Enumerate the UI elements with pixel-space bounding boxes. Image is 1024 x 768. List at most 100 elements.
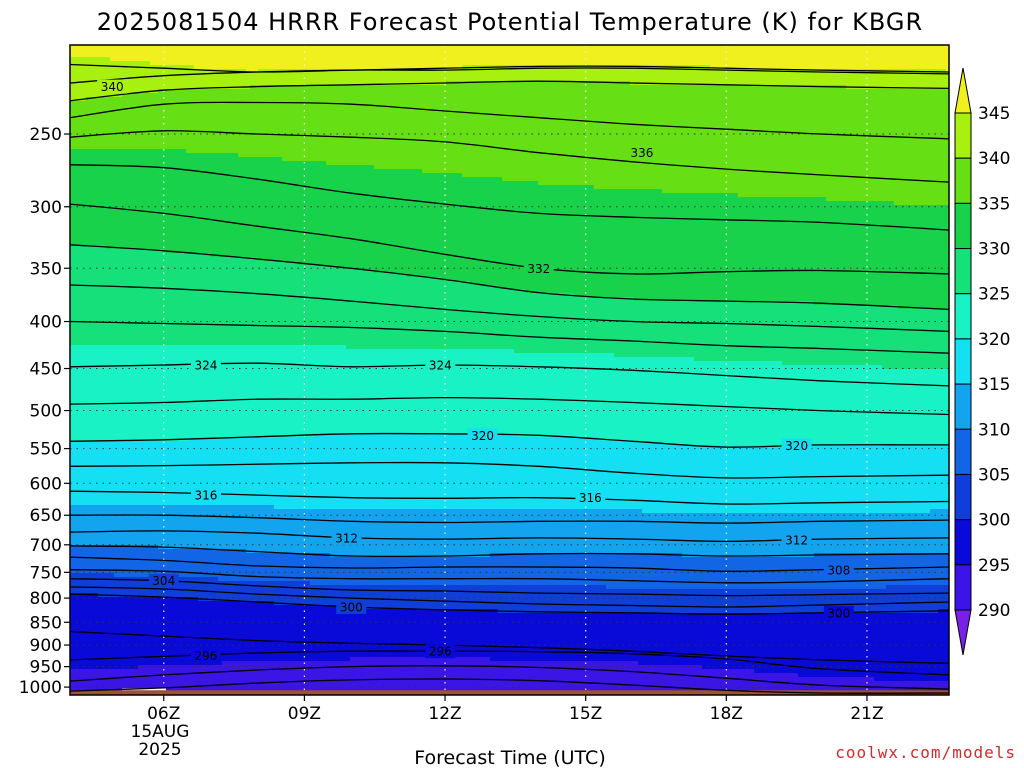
fill-cell	[610, 297, 615, 354]
fill-cell	[402, 69, 407, 86]
fill-cell	[450, 173, 455, 282]
fill-cell	[366, 85, 371, 166]
fill-cell	[342, 269, 347, 346]
fill-cell	[454, 45, 459, 70]
fill-cell	[794, 45, 799, 70]
fill-cell	[246, 437, 251, 506]
fill-cell	[618, 81, 623, 190]
fill-cell	[866, 45, 871, 70]
fill-cell	[306, 509, 311, 554]
fill-cell	[782, 613, 787, 674]
fill-cell	[894, 45, 899, 70]
fill-cell	[634, 45, 639, 66]
fill-cell	[150, 45, 155, 66]
fill-cell	[94, 669, 99, 695]
contour-label-bg	[190, 357, 221, 372]
y-tick-label: 400	[30, 313, 62, 333]
fill-cell	[602, 65, 607, 82]
isentrope-310	[70, 545, 949, 558]
fill-cell	[162, 549, 167, 578]
fill-cell	[338, 165, 343, 270]
fill-cell	[142, 149, 147, 250]
fill-cell	[598, 81, 603, 190]
fill-cell	[850, 69, 855, 90]
fill-cell	[666, 445, 671, 514]
fill-cell	[718, 69, 723, 86]
fill-cell	[666, 589, 671, 614]
fill-cell	[418, 45, 423, 70]
fill-cell	[682, 85, 687, 194]
fill-cell	[226, 549, 231, 582]
fill-cell	[854, 513, 859, 554]
colorbar-segment	[954, 293, 972, 340]
fill-cell	[598, 509, 603, 554]
fill-cell	[226, 153, 231, 258]
fill-cell	[314, 553, 319, 586]
fill-cell	[738, 669, 743, 695]
fill-cell	[738, 513, 743, 558]
fill-cell	[82, 45, 87, 58]
fill-cell	[254, 661, 259, 695]
fill-cell	[602, 553, 607, 586]
fill-cell	[886, 445, 891, 514]
fill-cell	[582, 65, 587, 82]
fill-cell	[346, 165, 351, 270]
fill-cell	[98, 45, 103, 58]
fill-cell	[438, 173, 443, 278]
fill-cell	[610, 353, 615, 442]
chart-title: 2025081504 HRRR Forecast Potential Tempe…	[97, 8, 923, 36]
fill-cell	[622, 81, 627, 190]
fill-cell	[482, 585, 487, 610]
fill-cell	[86, 57, 91, 98]
fill-cell	[810, 445, 815, 514]
fill-cell	[150, 65, 155, 94]
fill-cell	[818, 513, 823, 554]
fill-cell	[194, 89, 199, 154]
fill-cell	[434, 349, 439, 434]
fill-cell	[242, 157, 247, 258]
fill-cell	[358, 269, 363, 350]
fill-cell	[806, 677, 811, 695]
fill-cell	[566, 45, 571, 66]
fill-cell	[418, 509, 423, 558]
fill-cell	[194, 45, 199, 70]
fill-cell	[674, 445, 679, 514]
isentrope-338	[70, 101, 949, 140]
fill-cell	[778, 69, 783, 86]
fill-cell	[498, 45, 503, 66]
fill-cell	[702, 557, 707, 590]
fill-cell	[330, 433, 335, 510]
fill-cell	[798, 45, 803, 70]
fill-cell	[522, 437, 527, 510]
fill-cell	[102, 57, 107, 98]
fill-cell	[194, 549, 199, 578]
fill-cell	[582, 437, 587, 510]
fill-cell	[770, 361, 775, 446]
fill-cell	[654, 65, 659, 86]
fill-cell	[354, 45, 359, 70]
fill-cell	[938, 205, 943, 310]
fill-cell	[558, 353, 563, 438]
fill-cell	[282, 161, 287, 262]
fill-cell	[390, 273, 395, 350]
fill-cell	[902, 585, 907, 614]
fill-cell	[890, 305, 895, 370]
fill-cell	[402, 349, 407, 434]
fill-cell	[146, 345, 151, 442]
fill-cell	[198, 549, 203, 578]
fill-cell	[210, 45, 215, 70]
fill-cell	[938, 69, 943, 90]
fill-cell	[178, 65, 183, 90]
fill-cell	[922, 205, 927, 310]
fill-cell	[206, 601, 211, 666]
fill-cell	[326, 433, 331, 510]
fill-cell	[886, 369, 891, 446]
fill-cell	[938, 45, 943, 70]
fill-cell	[350, 45, 355, 70]
fill-cell	[518, 585, 523, 614]
fill-cell	[630, 85, 635, 190]
fill-cell	[826, 589, 831, 614]
fill-cell	[90, 669, 95, 695]
fill-cell	[902, 205, 907, 310]
fill-cell	[374, 45, 379, 70]
